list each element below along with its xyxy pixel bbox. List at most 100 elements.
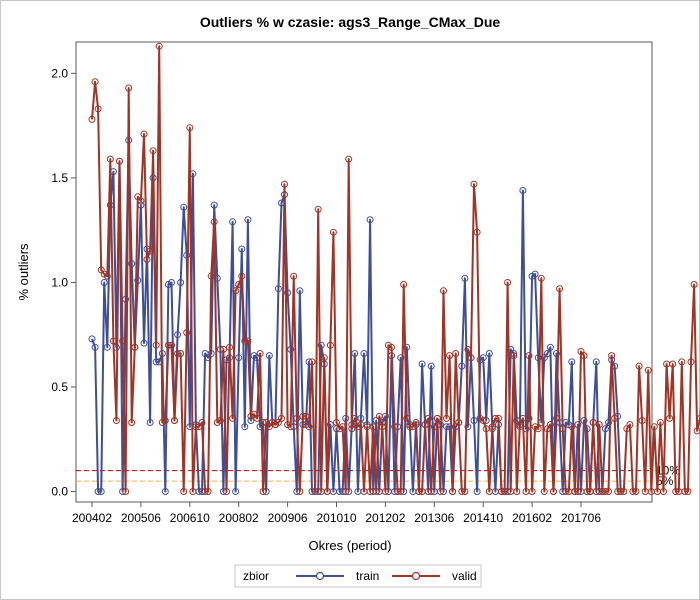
x-tick-label: 200610 xyxy=(170,511,210,525)
data-point-valid xyxy=(320,354,328,362)
data-point-valid xyxy=(504,279,512,286)
data-point-valid xyxy=(229,414,237,422)
data-point-train xyxy=(174,331,182,339)
data-point-valid xyxy=(687,358,695,366)
data-point-train xyxy=(161,488,169,495)
data-point-train xyxy=(180,203,188,211)
data-point-valid xyxy=(305,423,313,431)
data-point-valid xyxy=(482,425,490,433)
data-point-valid xyxy=(452,350,460,357)
data-point-valid xyxy=(430,423,438,431)
data-point-valid xyxy=(223,488,230,495)
data-point-train xyxy=(553,350,560,357)
data-point-valid xyxy=(498,488,505,495)
data-point-valid xyxy=(635,362,643,370)
data-point-valid xyxy=(617,488,625,495)
data-point-valid xyxy=(369,423,377,431)
data-point-valid xyxy=(491,414,499,422)
data-point-valid xyxy=(296,488,304,495)
data-point-train xyxy=(485,350,493,357)
data-point-valid xyxy=(669,360,677,368)
y-tick-label: 1.0 xyxy=(51,275,68,289)
data-point-train xyxy=(296,287,304,295)
data-point-valid xyxy=(433,414,441,422)
data-point-valid xyxy=(421,421,429,429)
data-point-valid xyxy=(626,421,634,429)
data-point-valid xyxy=(112,417,120,424)
data-point-valid xyxy=(155,42,163,50)
data-point-valid xyxy=(427,488,435,495)
data-point-train xyxy=(580,417,588,424)
legend-label-valid: valid xyxy=(452,569,477,583)
data-point-valid xyxy=(440,287,447,295)
data-point-valid xyxy=(348,425,356,433)
data-point-train xyxy=(229,218,237,226)
data-point-valid xyxy=(198,419,206,426)
x-tick-label: 201306 xyxy=(414,511,454,525)
data-point-train xyxy=(605,419,612,426)
chart-title: Outliers % w czasie: ags3_Range_CMax_Due xyxy=(200,14,501,30)
data-point-valid xyxy=(470,180,478,188)
data-point-valid xyxy=(644,366,652,374)
data-point-valid xyxy=(467,354,475,362)
data-point-valid xyxy=(88,115,96,123)
data-point-valid xyxy=(351,414,359,422)
data-point-train xyxy=(210,201,218,209)
data-point-train xyxy=(244,216,252,224)
data-point-valid xyxy=(323,488,331,495)
data-point-valid xyxy=(660,488,667,495)
data-point-valid xyxy=(601,488,609,495)
data-point-train xyxy=(241,423,249,431)
data-point-train xyxy=(103,343,111,351)
data-point-valid xyxy=(678,358,686,366)
data-point-train xyxy=(601,425,609,433)
data-point-valid xyxy=(94,105,102,113)
data-point-valid xyxy=(693,427,700,435)
data-point-valid xyxy=(183,329,191,337)
data-point-valid xyxy=(226,343,233,351)
data-point-train xyxy=(531,270,539,278)
data-point-valid xyxy=(299,412,307,420)
data-point-valid xyxy=(424,414,432,422)
data-point-valid xyxy=(568,423,576,431)
data-point-valid xyxy=(314,205,322,213)
data-point-valid xyxy=(204,488,212,495)
data-point-train xyxy=(183,251,191,259)
data-point-valid xyxy=(308,358,316,366)
data-point-valid xyxy=(394,488,402,495)
data-point-valid xyxy=(412,419,420,426)
x-tick-label: 201010 xyxy=(316,511,356,525)
data-point-valid xyxy=(177,350,185,357)
data-point-valid xyxy=(232,287,240,295)
data-point-valid xyxy=(106,155,114,163)
data-point-valid xyxy=(125,84,133,92)
data-point-valid xyxy=(253,414,261,422)
data-point-valid xyxy=(629,488,637,495)
data-point-valid xyxy=(605,488,612,495)
data-point-valid xyxy=(302,412,310,420)
y-tick-label: 0.5 xyxy=(51,380,68,394)
data-point-valid xyxy=(443,414,450,422)
data-point-train xyxy=(317,341,325,349)
data-point-valid xyxy=(168,341,175,349)
data-point-valid xyxy=(611,414,619,422)
data-point-valid xyxy=(161,417,169,424)
data-point-train xyxy=(458,362,466,370)
data-point-train xyxy=(519,187,527,194)
data-point-train xyxy=(287,345,295,353)
legend-title: zbior xyxy=(243,569,269,583)
data-point-train xyxy=(235,354,243,362)
data-point-valid xyxy=(571,488,579,495)
data-point-valid xyxy=(464,345,472,353)
x-axis: 200402 200506 200610 200802 200906 201010 2012… xyxy=(72,502,601,525)
x-tick-label: 200906 xyxy=(268,511,308,525)
data-point-valid xyxy=(140,130,148,138)
data-point-valid xyxy=(516,421,524,429)
data-point-valid xyxy=(534,425,542,433)
x-tick-label: 201410 xyxy=(463,511,503,525)
data-point-valid xyxy=(375,412,383,420)
data-point-train xyxy=(397,354,405,362)
x-tick-label: 201602 xyxy=(512,511,552,525)
data-point-train xyxy=(543,350,551,357)
data-point-valid xyxy=(329,228,337,236)
